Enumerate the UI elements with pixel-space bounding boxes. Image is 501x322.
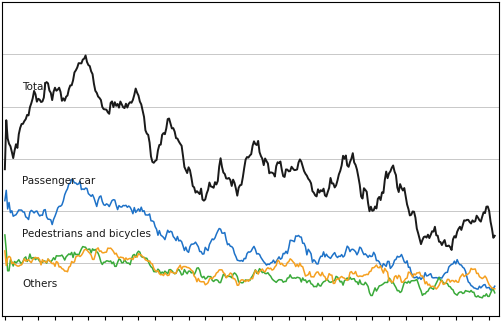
Text: Pedestrians and bicycles: Pedestrians and bicycles <box>22 229 151 239</box>
Text: Total: Total <box>22 82 46 92</box>
Text: Passenger car: Passenger car <box>22 176 95 186</box>
Text: Others: Others <box>22 279 57 289</box>
